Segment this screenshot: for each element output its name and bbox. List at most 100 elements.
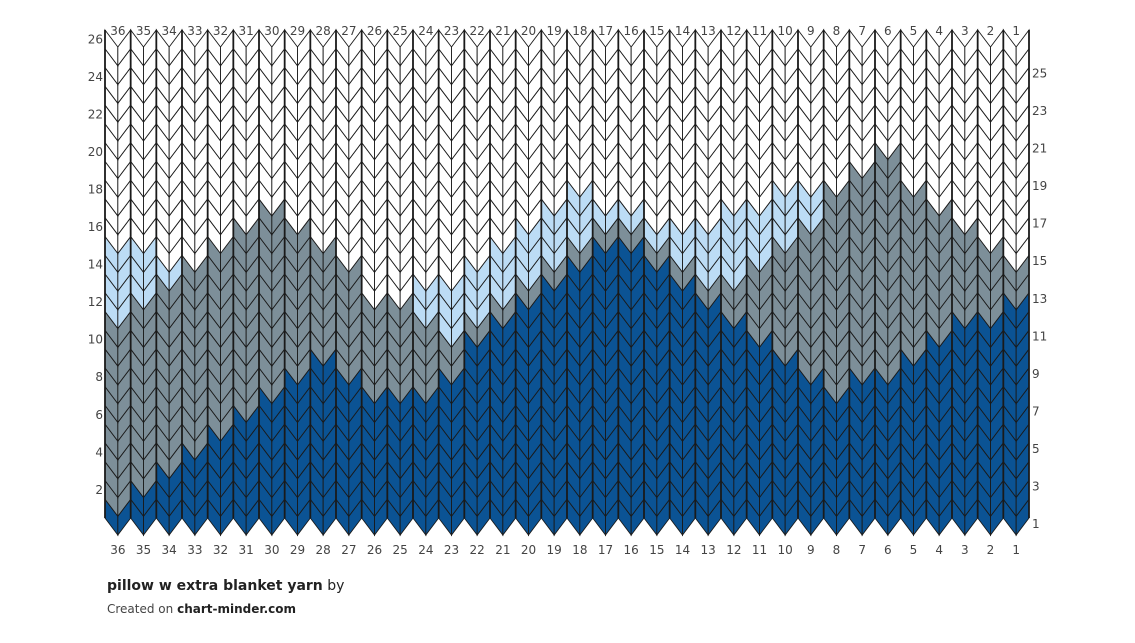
created-on-label: Created on: [107, 602, 174, 616]
column-number: 30: [264, 24, 279, 38]
row-number-left: 20: [88, 145, 103, 159]
row-number-left: 24: [88, 70, 103, 84]
column-number: 32: [213, 543, 228, 557]
by-label: by: [327, 578, 345, 594]
column-number: 26: [367, 543, 382, 557]
column-number: 18: [572, 543, 587, 557]
column-number: 1: [1012, 543, 1020, 557]
column-number: 11: [752, 543, 767, 557]
column-number: 25: [393, 543, 408, 557]
row-number-right: 21: [1032, 142, 1047, 156]
row-number-right: 7: [1032, 404, 1040, 418]
column-number: 5: [910, 543, 918, 557]
column-number: 5: [910, 24, 918, 38]
column-number: 8: [833, 24, 841, 38]
column-number: 13: [701, 24, 716, 38]
column-number: 7: [858, 24, 866, 38]
column-number: 26: [367, 24, 382, 38]
row-number-left: 22: [88, 107, 103, 121]
row-number-right: 11: [1032, 329, 1047, 343]
column-number: 33: [187, 24, 202, 38]
column-number: 25: [393, 24, 408, 38]
column-number: 33: [187, 543, 202, 557]
column-number: 9: [807, 24, 815, 38]
column-number: 12: [726, 543, 741, 557]
row-number-left: 12: [88, 295, 103, 309]
row-number-right: 17: [1032, 217, 1047, 231]
column-number: 15: [649, 543, 664, 557]
column-number: 24: [418, 543, 433, 557]
row-number-left: 6: [95, 408, 103, 422]
column-number: 19: [547, 24, 562, 38]
row-number-left: 26: [88, 32, 103, 46]
column-number: 4: [935, 24, 943, 38]
pattern-title-line: pillow w extra blanket yarn by: [107, 578, 344, 594]
column-number: 20: [521, 543, 536, 557]
column-number: 30: [264, 543, 279, 557]
column-number: 12: [726, 24, 741, 38]
column-number: 7: [858, 543, 866, 557]
site-link[interactable]: chart-minder.com: [177, 602, 296, 616]
column-number: 2: [987, 24, 995, 38]
row-number-right: 19: [1032, 179, 1047, 193]
column-number: 35: [136, 24, 151, 38]
column-number: 16: [624, 543, 639, 557]
column-number: 22: [470, 543, 485, 557]
row-number-left: 10: [88, 333, 103, 347]
column-number: 34: [162, 24, 177, 38]
column-number: 14: [675, 24, 690, 38]
column-number: 21: [495, 543, 510, 557]
column-number: 3: [961, 543, 969, 557]
column-number: 28: [316, 543, 331, 557]
column-number: 19: [547, 543, 562, 557]
column-number: 34: [162, 543, 177, 557]
column-number: 6: [884, 24, 892, 38]
row-number-left: 18: [88, 183, 103, 197]
column-number: 22: [470, 24, 485, 38]
row-number-right: 1: [1032, 517, 1040, 531]
credit-line: Created on chart-minder.com: [107, 602, 344, 616]
column-number: 21: [495, 24, 510, 38]
column-number: 15: [649, 24, 664, 38]
row-number-left: 14: [88, 258, 103, 272]
row-number-right: 9: [1032, 367, 1040, 381]
column-number: 29: [290, 24, 305, 38]
column-number: 16: [624, 24, 639, 38]
column-number: 11: [752, 24, 767, 38]
column-number: 23: [444, 543, 459, 557]
column-number: 17: [598, 24, 613, 38]
column-number: 23: [444, 24, 459, 38]
column-number: 35: [136, 543, 151, 557]
row-number-left: 16: [88, 220, 103, 234]
column-outlines: [104, 30, 1030, 518]
column-number: 36: [110, 24, 125, 38]
column-number: 32: [213, 24, 228, 38]
row-number-right: 15: [1032, 254, 1047, 268]
row-number-right: 5: [1032, 442, 1040, 456]
row-number-right: 23: [1032, 104, 1047, 118]
row-number-right: 3: [1032, 479, 1040, 493]
column-number: 3: [961, 24, 969, 38]
column-number: 17: [598, 543, 613, 557]
column-number: 13: [701, 543, 716, 557]
column-number: 24: [418, 24, 433, 38]
column-number: 2: [987, 543, 995, 557]
column-number: 6: [884, 543, 892, 557]
row-number-left: 2: [95, 483, 103, 497]
stitch-grid: [104, 28, 1030, 537]
column-number: 28: [316, 24, 331, 38]
column-numbers-bottom: 36 35 34 33 32 31 30 29 28 27 26 25 24 23 22 21 20 19 18 17…: [110, 543, 1020, 557]
column-number: 18: [572, 24, 587, 38]
column-number: 4: [935, 543, 943, 557]
column-number: 27: [341, 543, 356, 557]
column-number: 8: [833, 543, 841, 557]
column-number: 27: [341, 24, 356, 38]
column-number: 29: [290, 543, 305, 557]
column-number: 20: [521, 24, 536, 38]
column-number: 10: [778, 24, 793, 38]
column-number: 10: [778, 543, 793, 557]
column-number: 36: [110, 543, 125, 557]
knitting-chart: 36 35 34 33 32 31 30 29 28 27 26 25 24 23 22 21 20 19 18 17…: [88, 24, 1048, 557]
